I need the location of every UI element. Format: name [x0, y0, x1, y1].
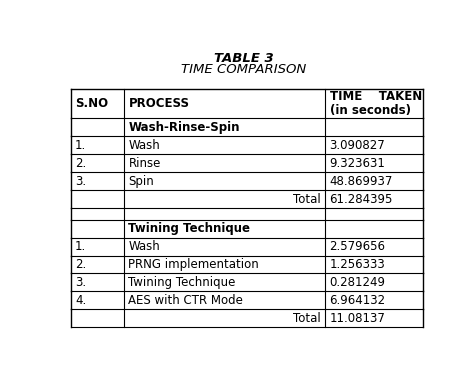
- Text: TIME COMPARISON: TIME COMPARISON: [181, 63, 307, 76]
- Text: 61.284395: 61.284395: [329, 193, 393, 206]
- Text: 11.08137: 11.08137: [329, 312, 386, 325]
- Text: 3.: 3.: [75, 175, 86, 188]
- Text: 2.: 2.: [75, 258, 86, 271]
- Text: 3.: 3.: [75, 276, 86, 289]
- Text: Wash-Rinse-Spin: Wash-Rinse-Spin: [129, 121, 240, 134]
- Text: 2.: 2.: [75, 157, 86, 170]
- Text: 6.964132: 6.964132: [329, 294, 386, 307]
- Text: PRNG implementation: PRNG implementation: [129, 258, 259, 271]
- Text: 4.: 4.: [75, 294, 86, 307]
- Text: AES with CTR Mode: AES with CTR Mode: [129, 294, 243, 307]
- Text: Wash: Wash: [129, 240, 160, 253]
- Text: Total: Total: [293, 193, 321, 206]
- Text: S.NO: S.NO: [75, 97, 108, 110]
- Text: PROCESS: PROCESS: [129, 97, 189, 110]
- Text: 3.090827: 3.090827: [329, 139, 385, 152]
- Text: 9.323631: 9.323631: [329, 157, 386, 170]
- Text: 1.256333: 1.256333: [329, 258, 385, 271]
- Text: Total: Total: [293, 312, 321, 325]
- Text: Twining Technique: Twining Technique: [129, 276, 236, 289]
- Text: TIME    TAKEN: TIME TAKEN: [329, 90, 422, 103]
- Text: 0.281249: 0.281249: [329, 276, 386, 289]
- Text: Wash: Wash: [129, 139, 160, 152]
- Text: 48.869937: 48.869937: [329, 175, 393, 188]
- Text: (in seconds): (in seconds): [329, 104, 410, 117]
- Text: 2.579656: 2.579656: [329, 240, 386, 253]
- Text: 1.: 1.: [75, 139, 86, 152]
- Text: TABLE 3: TABLE 3: [214, 51, 274, 64]
- Text: 1.: 1.: [75, 240, 86, 253]
- Text: Rinse: Rinse: [129, 157, 161, 170]
- Text: Spin: Spin: [129, 175, 154, 188]
- Text: Twining Technique: Twining Technique: [129, 222, 250, 235]
